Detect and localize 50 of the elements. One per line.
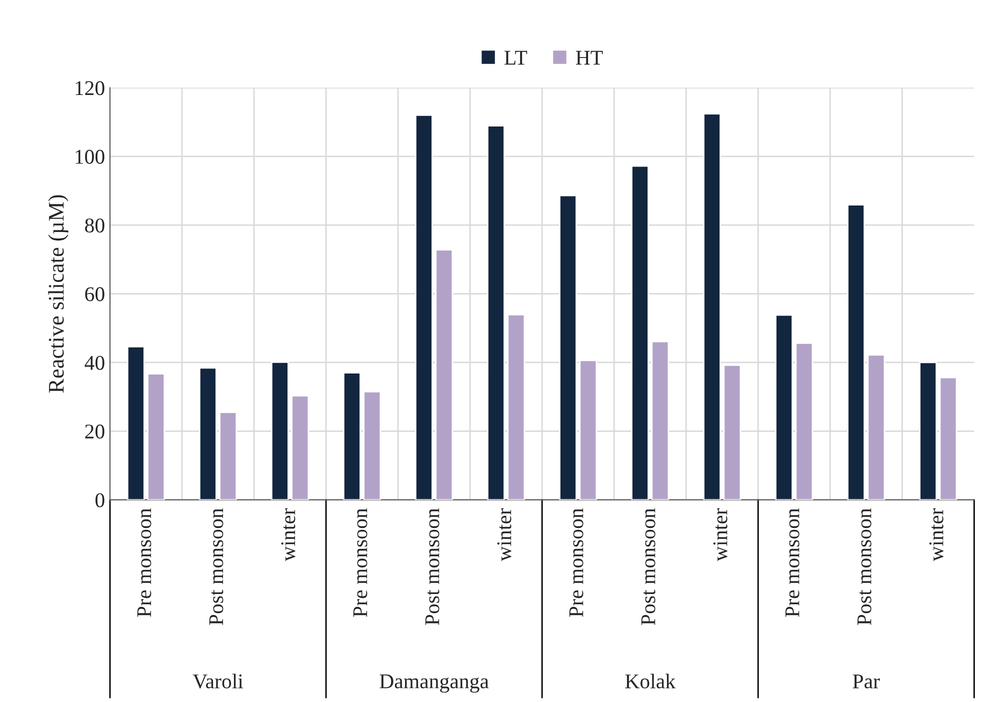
y-tick-label: 80 — [85, 218, 104, 233]
y-axis-title: Reactive silicate (µM) — [48, 195, 68, 393]
y-tick-label: 0 — [96, 493, 104, 508]
text: Varoli — [192, 674, 244, 689]
y-tick-label: 120 — [76, 81, 104, 96]
text: Par — [852, 674, 880, 688]
x-tick-label: Post monsoon — [641, 508, 656, 625]
text: Damanganga — [380, 674, 489, 693]
legend-label: HT — [576, 50, 603, 65]
x-tick-label: Pre monsoon — [569, 508, 584, 617]
x-tick-label: Pre monsoon — [353, 508, 368, 617]
bar — [415, 114, 433, 500]
bar — [703, 113, 721, 500]
bar — [291, 395, 310, 500]
y-tick-label: 20 — [85, 424, 104, 439]
bar — [919, 362, 938, 500]
bar — [147, 373, 166, 500]
bar — [198, 367, 217, 500]
bar — [487, 125, 505, 500]
bar — [795, 342, 814, 500]
bar — [507, 314, 526, 500]
bar — [559, 194, 577, 500]
bar — [363, 390, 382, 500]
bar — [579, 360, 598, 500]
bar — [631, 165, 649, 500]
legend-label: LT — [504, 50, 528, 65]
bar — [435, 249, 454, 500]
bar — [847, 204, 866, 500]
x-tick-label: Post monsoon — [857, 508, 872, 625]
bar — [939, 376, 958, 500]
x-tick-label: Post monsoon — [425, 508, 440, 625]
x-tick-label: winter — [929, 508, 944, 562]
bar — [342, 372, 361, 500]
x-tick-label: Pre monsoon — [785, 508, 800, 617]
bar — [270, 361, 289, 500]
bar — [775, 314, 793, 500]
bar — [651, 340, 670, 500]
text: Kolak — [625, 674, 676, 688]
x-tick-label: Pre monsoon — [137, 508, 152, 617]
x-tick-label: winter — [713, 508, 728, 562]
bar — [867, 354, 886, 500]
y-tick-label: 100 — [76, 150, 104, 164]
y-tick-label: 60 — [85, 287, 104, 302]
y-tick-label: 40 — [84, 356, 104, 370]
bar — [723, 364, 742, 500]
bar — [219, 412, 238, 500]
x-tick-label: winter — [497, 508, 512, 562]
x-tick-label: winter — [281, 508, 296, 562]
bar — [126, 346, 145, 500]
x-tick-label: Post monsoon — [209, 508, 224, 625]
